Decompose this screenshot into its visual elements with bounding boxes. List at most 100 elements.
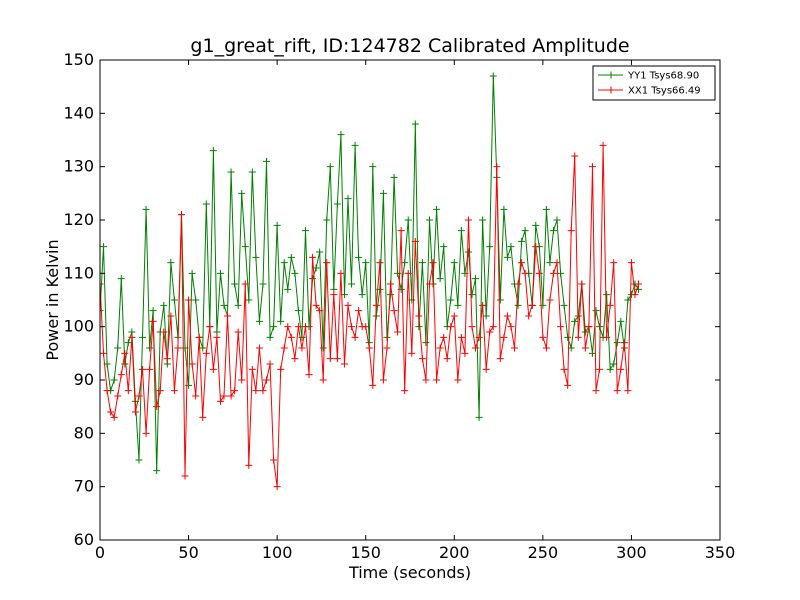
data-point-marker <box>124 339 132 347</box>
data-point-marker <box>514 280 522 288</box>
data-point-marker <box>355 253 363 261</box>
data-point-marker <box>486 243 494 251</box>
data-point-marker <box>599 141 607 149</box>
data-point-marker <box>372 301 380 309</box>
data-point-marker <box>358 291 366 299</box>
data-point-marker <box>553 216 561 224</box>
data-point-marker <box>425 280 433 288</box>
data-point-marker <box>542 344 550 352</box>
data-point-marker <box>383 344 391 352</box>
data-point-marker <box>156 387 164 395</box>
data-point-marker <box>333 355 341 363</box>
data-point-marker <box>160 328 168 336</box>
data-point-marker <box>479 216 487 224</box>
data-point-marker <box>539 301 547 309</box>
data-point-marker <box>248 365 256 373</box>
data-point-marker <box>100 307 104 315</box>
data-point-marker <box>415 323 423 331</box>
data-point-marker <box>564 381 572 389</box>
data-point-marker <box>234 301 242 309</box>
data-point-marker <box>344 195 352 203</box>
legend-label: YY1 Tsys68.90 <box>627 71 699 82</box>
data-point-marker <box>362 259 370 267</box>
data-point-marker <box>433 205 441 213</box>
data-point-marker <box>326 163 334 171</box>
data-point-marker <box>447 323 455 331</box>
y-tick-label: 80 <box>74 423 94 442</box>
data-point-marker <box>110 376 118 384</box>
data-point-marker <box>379 376 387 384</box>
data-point-marker <box>114 344 122 352</box>
data-point-marker <box>606 365 614 373</box>
data-point-marker <box>436 275 444 283</box>
data-point-marker <box>578 280 586 288</box>
x-axis: 0 50 100 150 200 250 300 350 <box>95 60 735 562</box>
data-point-marker <box>344 301 352 309</box>
data-point-marker <box>369 381 377 389</box>
data-point-marker <box>294 323 302 331</box>
data-point-marker <box>280 344 288 352</box>
legend-box <box>592 65 716 101</box>
data-point-marker <box>298 333 306 341</box>
data-point-marker <box>411 120 419 128</box>
data-point-marker <box>596 323 604 331</box>
data-point-marker <box>511 344 519 352</box>
data-point-marker <box>231 387 239 395</box>
data-point-marker <box>503 253 511 261</box>
x-tick-label: 0 <box>95 543 105 562</box>
data-point-marker <box>574 333 582 341</box>
data-point-marker <box>192 392 200 400</box>
data-point-marker <box>241 243 249 251</box>
data-point-marker <box>596 365 604 373</box>
y-tick-label: 110 <box>63 263 94 282</box>
data-point-marker <box>340 360 348 368</box>
data-point-marker <box>588 349 596 357</box>
data-point-marker <box>348 323 356 331</box>
data-point-marker <box>379 189 387 197</box>
data-point-marker <box>592 387 600 395</box>
x-tick-label: 300 <box>616 543 647 562</box>
data-point-marker <box>312 301 320 309</box>
data-point-marker <box>263 157 271 165</box>
data-point-marker <box>160 301 168 309</box>
data-point-marker <box>287 253 295 261</box>
data-point-marker <box>464 216 472 224</box>
data-point-marker <box>167 312 175 320</box>
data-point-marker <box>216 269 224 277</box>
data-point-marker <box>100 349 108 357</box>
data-point-marker <box>227 392 235 400</box>
data-point-marker <box>475 333 483 341</box>
data-point-marker <box>549 227 557 235</box>
data-point-marker <box>333 200 341 208</box>
data-point-marker <box>238 376 246 384</box>
data-point-marker <box>450 312 458 320</box>
data-point-marker <box>255 344 263 352</box>
data-point-marker <box>270 323 278 331</box>
data-point-marker <box>273 221 281 229</box>
data-point-marker <box>535 269 543 277</box>
data-point-marker <box>617 317 625 325</box>
data-point-marker <box>606 301 614 309</box>
data-point-marker <box>560 301 568 309</box>
data-point-marker <box>415 312 423 320</box>
data-point-marker <box>355 307 363 315</box>
data-point-marker <box>270 456 278 464</box>
data-point-marker <box>546 259 554 267</box>
data-point-marker <box>464 248 472 256</box>
data-point-marker <box>337 269 345 277</box>
data-point-marker <box>450 259 458 267</box>
data-point-marker <box>493 163 501 171</box>
data-point-marker <box>418 259 426 267</box>
data-point-marker <box>532 221 540 229</box>
data-point-marker <box>564 333 572 341</box>
data-point-marker <box>425 216 433 224</box>
y-tick-label: 140 <box>63 103 94 122</box>
data-point-marker <box>163 355 171 363</box>
chart-title: g1_great_rift, ID:124782 Calibrated Ampl… <box>190 35 629 57</box>
data-point-marker <box>624 387 632 395</box>
series-line <box>100 145 639 487</box>
data-point-marker <box>468 291 476 299</box>
data-point-marker <box>167 259 175 267</box>
data-point-marker <box>468 323 476 331</box>
